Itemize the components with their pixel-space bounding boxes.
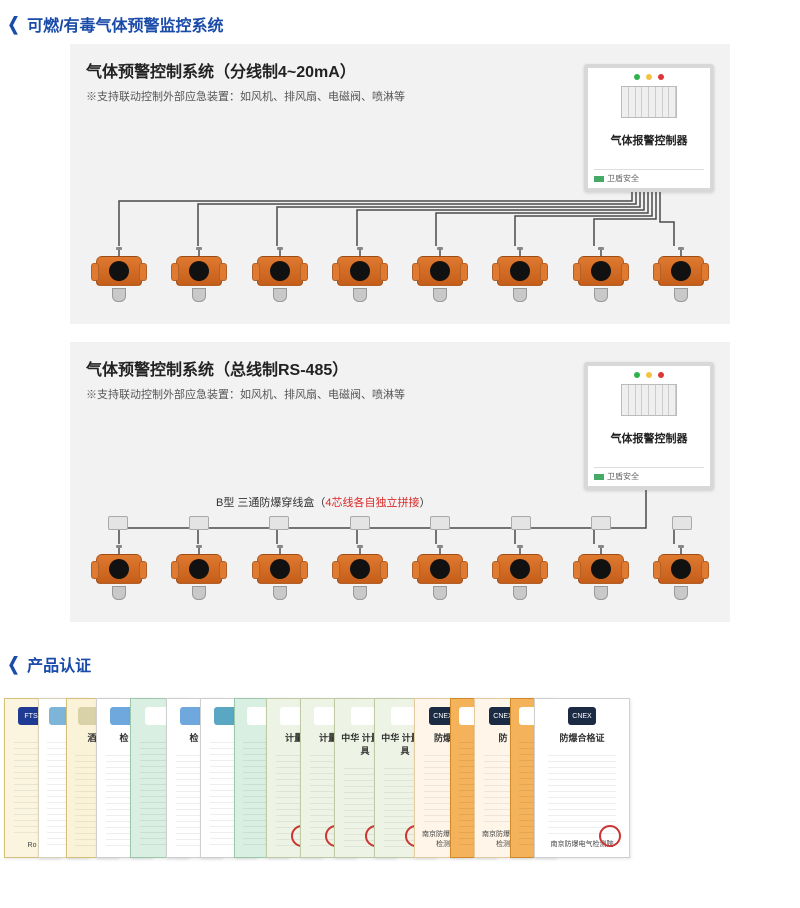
gas-sensor	[331, 545, 389, 600]
diagram-canvas: 气体报警控制器 卫盾安全	[86, 112, 714, 302]
sensor-row	[86, 247, 714, 302]
diagram-4-20ma: 气体预警控制系统（分线制4~20mA） ※支持联动控制外部应急装置：如风机、排风…	[70, 44, 730, 324]
gas-sensor	[572, 545, 630, 600]
junction-box	[591, 516, 611, 530]
gas-sensor	[652, 545, 710, 600]
seal-icon	[599, 825, 621, 847]
certificate-title: 防爆合格证	[559, 731, 604, 744]
junction-box	[269, 516, 289, 530]
section-title: 可燃/有毒气体预警监控系统	[27, 12, 223, 36]
diagram-canvas: 气体报警控制器 卫盾安全 B型 三通防爆穿线盒（4芯线各自独立拼接）	[86, 410, 714, 600]
gas-sensor	[170, 545, 228, 600]
section-title: 产品认证	[27, 652, 91, 676]
gas-sensor	[411, 545, 469, 600]
gas-sensor	[331, 247, 389, 302]
led-icon	[634, 372, 640, 378]
gas-sensor	[251, 247, 309, 302]
led-icon	[658, 74, 664, 80]
section-header-certs: ❮ 产品认证	[0, 640, 800, 684]
diagram-rs485: 气体预警控制系统（总线制RS-485） ※支持联动控制外部应急装置：如风机、排风…	[70, 342, 730, 622]
led-icon	[646, 372, 652, 378]
led-icon	[634, 74, 640, 80]
controller-leds	[634, 74, 664, 80]
controller-leds	[634, 372, 664, 378]
gas-sensor	[251, 545, 309, 600]
junction-box	[672, 516, 692, 530]
chevron-icon: ❮	[8, 654, 20, 675]
certificate-badge: CNEX	[568, 707, 596, 725]
certificate-strip: FTSIRo酒检检计量计量中华 计量器具中华 计量器具CNEX防爆南京防爆电气检…	[0, 684, 800, 876]
gas-sensor	[411, 247, 469, 302]
junction-box-row	[86, 516, 714, 530]
led-icon	[646, 74, 652, 80]
gas-sensor	[170, 247, 228, 302]
section-header-system: ❮ 可燃/有毒气体预警监控系统	[0, 0, 800, 44]
certificate-title: 检	[119, 731, 128, 744]
certificate-title: 检	[189, 731, 198, 744]
gas-sensor	[90, 545, 148, 600]
led-icon	[658, 372, 664, 378]
gas-sensor	[491, 545, 549, 600]
junction-box	[430, 516, 450, 530]
chevron-icon: ❮	[8, 14, 20, 35]
gas-sensor	[572, 247, 630, 302]
gas-sensor	[652, 247, 710, 302]
gas-sensor	[90, 247, 148, 302]
certificate-title: 防	[498, 731, 507, 744]
junction-box	[350, 516, 370, 530]
certificate-footer: Ro	[28, 842, 37, 849]
junction-box	[511, 516, 531, 530]
junction-box	[189, 516, 209, 530]
gas-sensor	[491, 247, 549, 302]
sensor-row	[86, 545, 714, 600]
junction-box	[108, 516, 128, 530]
certificate-body	[548, 750, 617, 835]
certificate-card: CNEX防爆合格证南京防爆电气检测院	[534, 698, 630, 858]
